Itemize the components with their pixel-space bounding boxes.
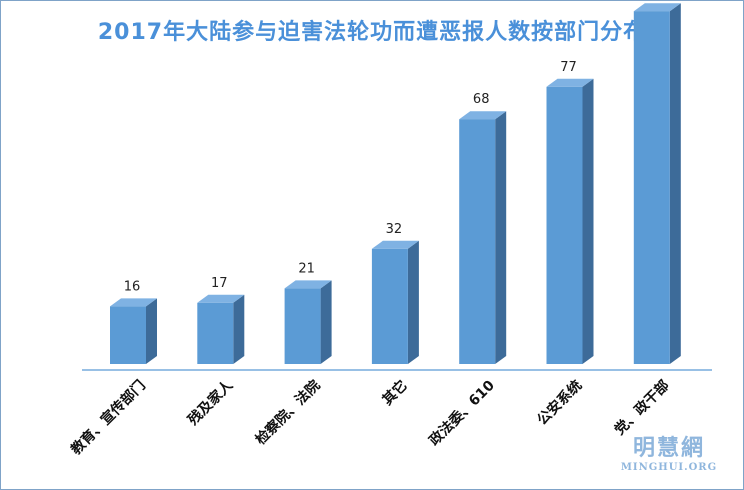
- bar: [459, 119, 496, 364]
- category-label: 教育、宣传部门: [68, 377, 149, 458]
- bar-side: [320, 280, 332, 364]
- bar-top: [371, 240, 419, 249]
- bar: [284, 288, 321, 364]
- bar-side: [407, 240, 419, 364]
- category-label: 其它: [379, 377, 411, 409]
- bar-top: [197, 294, 245, 303]
- data-label: 77: [560, 60, 577, 75]
- bar-top: [110, 298, 157, 307]
- category-label: 政法委、610: [426, 377, 498, 449]
- bar: [371, 248, 408, 364]
- bar: [546, 86, 583, 365]
- bar-side: [582, 78, 594, 365]
- bar-top: [633, 3, 681, 12]
- data-label: 68: [473, 92, 490, 107]
- data-label: 32: [386, 222, 403, 237]
- chart-title: 2017年大陆参与迫害法轮功而遭恶报人数按部门分布: [97, 20, 647, 45]
- category-label: 公安系统: [534, 377, 586, 429]
- category-label: 残及家人: [185, 376, 237, 428]
- watermark-cn: 明慧網: [632, 435, 705, 461]
- bar: [197, 302, 234, 364]
- data-label: 16: [124, 279, 141, 294]
- bar: [110, 306, 146, 364]
- bar-top: [546, 78, 594, 87]
- category-label: 检察院、法院: [252, 377, 323, 448]
- bar-top: [459, 111, 507, 120]
- bar-side: [669, 3, 681, 364]
- bar-top: [284, 280, 332, 289]
- bar-side: [146, 298, 157, 364]
- watermark-en: MINGHUI.ORG: [620, 462, 718, 473]
- minghui-watermark: 明慧網 MINGHUI.ORG: [614, 430, 724, 473]
- bar-side: [233, 294, 245, 364]
- bar: [633, 11, 670, 364]
- data-label: 17: [211, 276, 228, 291]
- bar-side: [495, 111, 507, 364]
- data-label: 21: [298, 261, 315, 276]
